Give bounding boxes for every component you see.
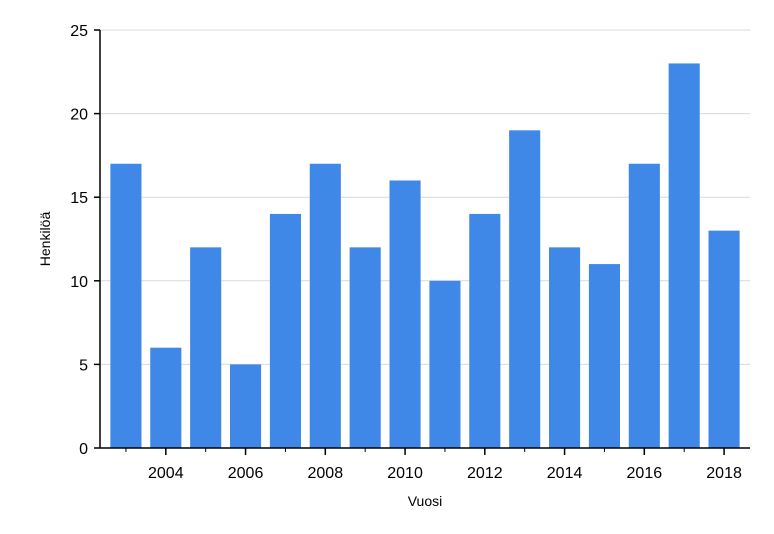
bars (110, 63, 740, 449)
bar (230, 364, 262, 448)
bar (708, 230, 740, 448)
bar (190, 247, 222, 448)
bar (150, 347, 182, 448)
bar (469, 213, 501, 448)
x-tick-label: 2010 (387, 465, 423, 482)
bar (429, 280, 461, 448)
bar (549, 247, 581, 448)
y-tick-label: 15 (70, 190, 88, 207)
y-axis-label: Henkilöä (37, 212, 53, 267)
y-tick-label: 5 (79, 357, 88, 374)
y-tick-label: 25 (70, 23, 88, 40)
y-ticks: 0 5 10 15 20 25 (70, 23, 100, 458)
bar (110, 163, 142, 448)
x-axis-label: Vuosi (408, 493, 443, 509)
bar (309, 163, 341, 448)
bar (269, 213, 301, 448)
x-tick-label: 2006 (228, 465, 264, 482)
bar (668, 63, 700, 448)
bar (628, 163, 660, 448)
x-tick-label: 2012 (467, 465, 503, 482)
y-tick-label: 0 (79, 441, 88, 458)
x-tick-label: 2016 (627, 465, 663, 482)
x-tick-label: 2018 (706, 465, 742, 482)
y-tick-label: 10 (70, 274, 88, 291)
x-ticks: 2004 2006 2008 2010 2012 2014 2016 2018 (125, 448, 742, 482)
axes (99, 30, 750, 449)
x-tick-label: 2008 (308, 465, 344, 482)
bar (349, 247, 381, 448)
bar (509, 130, 541, 448)
x-tick-label: 2004 (148, 465, 184, 482)
x-tick-label: 2014 (547, 465, 583, 482)
y-tick-label: 20 (70, 107, 88, 124)
bar (389, 180, 421, 449)
bar (588, 264, 620, 448)
